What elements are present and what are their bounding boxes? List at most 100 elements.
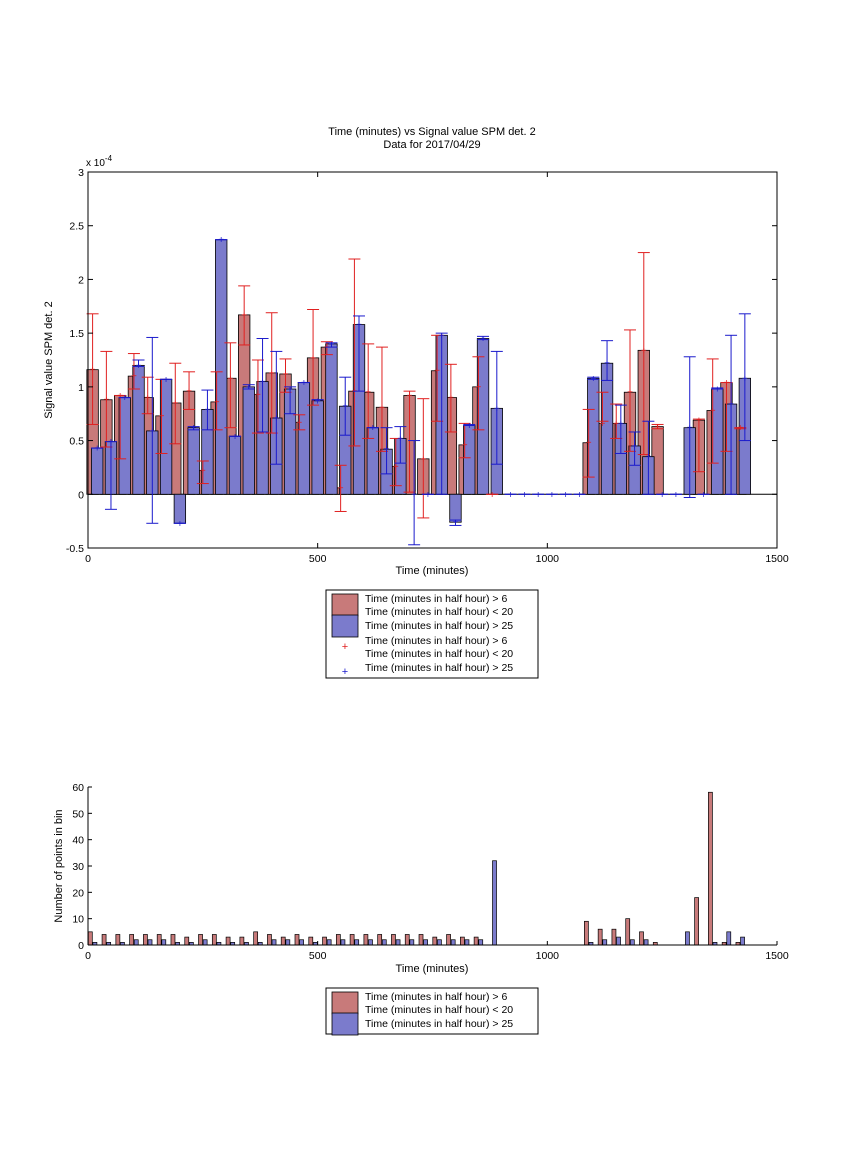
bottom-xtick-label-1: 500: [309, 950, 327, 962]
top-legend-box: [325, 589, 539, 679]
top-marker-blue-42: +: [673, 490, 679, 501]
bottom-bar-red-21: [377, 934, 383, 946]
top-marker-blue-46: +: [728, 400, 734, 411]
top-bar-blue-16: [311, 400, 324, 495]
top-legend-entry-2: Time (minutes in half hour) < 20: [365, 606, 513, 618]
bottom-bar-red-32: [625, 918, 631, 946]
bottom-y-axis-label: Number of points in bin: [53, 809, 65, 922]
top-marker-blue-44: +: [701, 490, 707, 501]
bottom-bar-red-18: [335, 934, 341, 946]
bottom-bar-red-4: [143, 934, 148, 946]
bottom-plot-area: [87, 791, 745, 946]
top-marker-blue-36: +: [590, 374, 596, 385]
bottom-bar-red-23: [404, 934, 410, 946]
bottom-chart: 0 500 1000 1500 0 10 20 30 40 50 60 Time (minutes)…: [53, 782, 789, 1036]
bottom-bar-red-33: [639, 931, 644, 946]
top-marker-red-2: +: [117, 391, 123, 402]
bottom-bar-red-31: [611, 928, 617, 946]
top-bar-blue-11: [242, 386, 255, 495]
top-marker-blue-25: +: [439, 331, 445, 342]
bottom-bar-red-7: [184, 936, 190, 946]
top-marker-blue-41: +: [659, 490, 665, 501]
top-marker-blue-14: +: [287, 385, 293, 396]
bottom-xtick-label-3: 1500: [765, 950, 789, 962]
top-marker-blue-2: +: [122, 393, 128, 404]
top-bar-blue-10: [228, 435, 242, 495]
bottom-bar-blue-4: [147, 939, 153, 946]
top-marker-blue-4: +: [149, 426, 155, 437]
bottom-xtick-label-0: 0: [85, 950, 91, 962]
top-marker-blue-28: +: [480, 334, 486, 345]
top-marker-red-9: +: [214, 397, 220, 408]
top-marker-blue-38: +: [618, 419, 624, 430]
bottom-bar-red-26: [446, 934, 451, 946]
top-marker-red-37: +: [710, 406, 716, 417]
top-legend-entry-5: Time (minutes in half hour) < 20: [365, 648, 513, 660]
bottom-bar-blue-24: [423, 939, 428, 946]
bottom-bar-blue-27: [464, 939, 470, 946]
bottom-ytick-label-5: 50: [72, 808, 84, 820]
top-marker-blue-33: +: [549, 490, 555, 501]
top-marker-blue-43: +: [687, 423, 693, 434]
top-marker-red-20: +: [365, 388, 371, 399]
top-y-exponent-base: x 10: [86, 158, 105, 169]
bottom-legend: Time (minutes in half hour) > 6 Time (mi…: [325, 987, 539, 1036]
top-marker-blue-15: +: [301, 378, 307, 389]
bottom-bar-blue-28: [478, 939, 484, 946]
top-xtick-label-1: 500: [309, 553, 327, 565]
bottom-bar-blue-22: [395, 939, 401, 946]
bottom-bar-blue-21: [381, 939, 387, 946]
top-marker-red-8: +: [200, 466, 206, 477]
top-marker-blue-22: +: [397, 434, 403, 445]
top-marker-red-11: +: [241, 310, 247, 321]
top-xtick-label-3: 1500: [765, 553, 789, 565]
top-marker-red-19: +: [351, 387, 357, 398]
top-marker-blue-16: +: [315, 396, 321, 407]
top-marker-blue-11: +: [246, 382, 252, 393]
top-plot-area: ++ ++++++++++++ ++++++ ++++++++++++ ++++++++…: [86, 235, 777, 546]
top-marker-red-26: +: [448, 393, 454, 404]
bottom-bar-red-15: [294, 934, 300, 946]
top-bar-blue-20: [366, 427, 379, 495]
top-marker-red-12: +: [255, 390, 261, 401]
bottom-bar-red-6: [170, 934, 176, 946]
bottom-bar-red-9: [211, 934, 217, 946]
bottom-ytick-label-2: 20: [72, 887, 84, 899]
top-marker-red-31: +: [600, 419, 606, 430]
bottom-xtick-label-2: 1000: [536, 950, 560, 962]
top-marker-red-21: +: [379, 403, 385, 414]
top-y-exponent-power: -4: [105, 154, 113, 163]
top-bar-blue-5: [159, 378, 173, 495]
bottom-x-axis-label: Time (minutes): [396, 963, 469, 975]
top-marker-red-39: +: [737, 423, 743, 434]
top-marker-blue-10: +: [232, 432, 238, 443]
bottom-legend-box: [325, 987, 539, 1035]
top-xtick-label-0: 0: [85, 553, 91, 565]
top-marker-red-28: +: [476, 382, 482, 393]
bottom-bar-blue-15: [299, 939, 304, 946]
bottom-bar-red-30: [597, 928, 603, 946]
bottom-bar-blue-19: [354, 939, 360, 946]
bottom-bar-red-16: [308, 936, 314, 946]
top-marker-blue-20: +: [370, 423, 376, 434]
top-marker-blue-24: +: [425, 490, 431, 501]
top-marker-blue-9: +: [218, 235, 224, 246]
bottom-bar-blue-31: [602, 939, 608, 946]
bottom-legend-entry-1: Time (minutes in half hour) > 6: [365, 991, 507, 1003]
top-marker-blue-23: +: [411, 490, 417, 501]
top-marker-red-25: +: [434, 366, 440, 377]
bottom-bar-blue-18: [340, 939, 346, 946]
bottom-bar-blue-33: [629, 939, 635, 946]
top-y-axis-label: Signal value SPM det. 2: [43, 301, 55, 418]
top-marker-blue-30: +: [508, 490, 514, 501]
bottom-bar-blue-25: [437, 939, 442, 946]
bottom-bar-red-28: [473, 936, 479, 946]
bottom-bar-red-1: [101, 934, 107, 946]
top-marker-blue-37: +: [604, 359, 610, 370]
bottom-bar-blue-5: [161, 939, 167, 946]
legend-swatch-red: [331, 593, 359, 617]
top-chart: Time (minutes) vs Signal value SPM det. …: [43, 126, 789, 679]
top-bar-blue-15: [297, 382, 311, 495]
top-marker-red-24: +: [420, 454, 426, 465]
